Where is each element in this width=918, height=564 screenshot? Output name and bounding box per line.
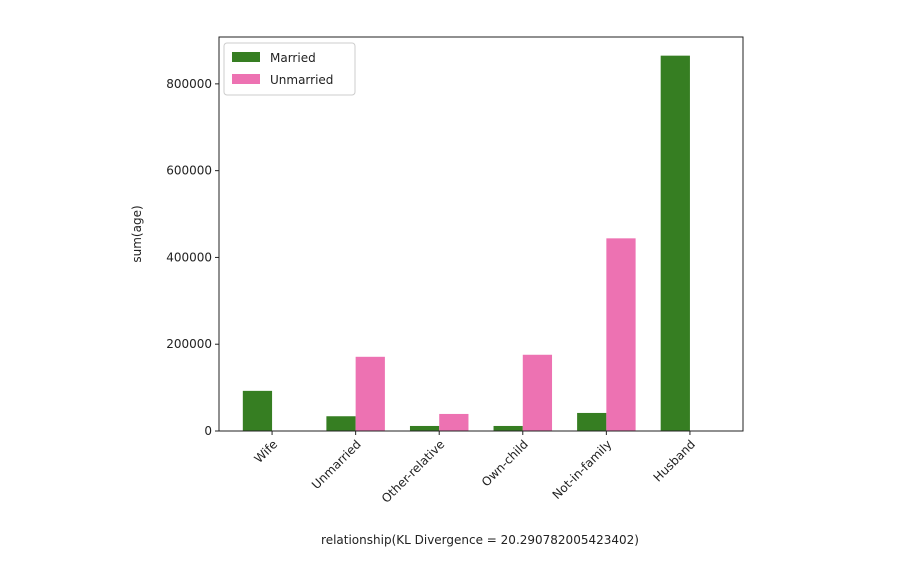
y-tick-label: 0 bbox=[204, 424, 212, 438]
y-tick-label: 800000 bbox=[166, 77, 212, 91]
bar-married-husband bbox=[660, 55, 690, 431]
bar-unmarried-other-relative bbox=[439, 413, 469, 431]
bar-married-wife bbox=[242, 390, 273, 431]
plot-frame bbox=[218, 36, 744, 432]
x-tick-label: Unmarried bbox=[309, 437, 364, 492]
x-tick-label: Not-in-family bbox=[550, 437, 615, 502]
bar-married-own-child bbox=[493, 425, 523, 431]
x-axis: Wife Unmarried Other-relative Own-child Not-… bbox=[252, 431, 698, 506]
legend-label-married: Married bbox=[270, 51, 316, 65]
bar-unmarried-unmarried bbox=[355, 356, 385, 431]
bar-unmarried-not-in-family bbox=[606, 238, 636, 431]
legend-swatch-married bbox=[232, 52, 260, 62]
x-tick-label: Wife bbox=[252, 437, 281, 466]
bars bbox=[242, 55, 690, 431]
x-axis-label: relationship(KL Divergence = 20.29078200… bbox=[321, 533, 639, 547]
y-axis: 0 200000 400000 600000 800000 bbox=[166, 77, 219, 438]
bar-married-other-relative bbox=[409, 425, 440, 431]
legend-label-unmarried: Unmarried bbox=[270, 73, 333, 87]
bar-unmarried-own-child bbox=[522, 354, 553, 431]
bar-married-unmarried bbox=[326, 416, 356, 431]
bar-married-not-in-family bbox=[577, 412, 607, 431]
x-tick-label: Own-child bbox=[479, 437, 531, 489]
x-tick-label: Husband bbox=[651, 437, 698, 484]
y-axis-label: sum(age) bbox=[130, 205, 144, 262]
x-tick-label: Other-relative bbox=[379, 437, 448, 506]
legend: Married Unmarried bbox=[223, 42, 356, 96]
y-tick-label: 600000 bbox=[166, 164, 212, 178]
y-tick-label: 200000 bbox=[166, 337, 212, 351]
y-tick-label: 400000 bbox=[166, 250, 212, 264]
legend-swatch-unmarried bbox=[232, 74, 260, 84]
